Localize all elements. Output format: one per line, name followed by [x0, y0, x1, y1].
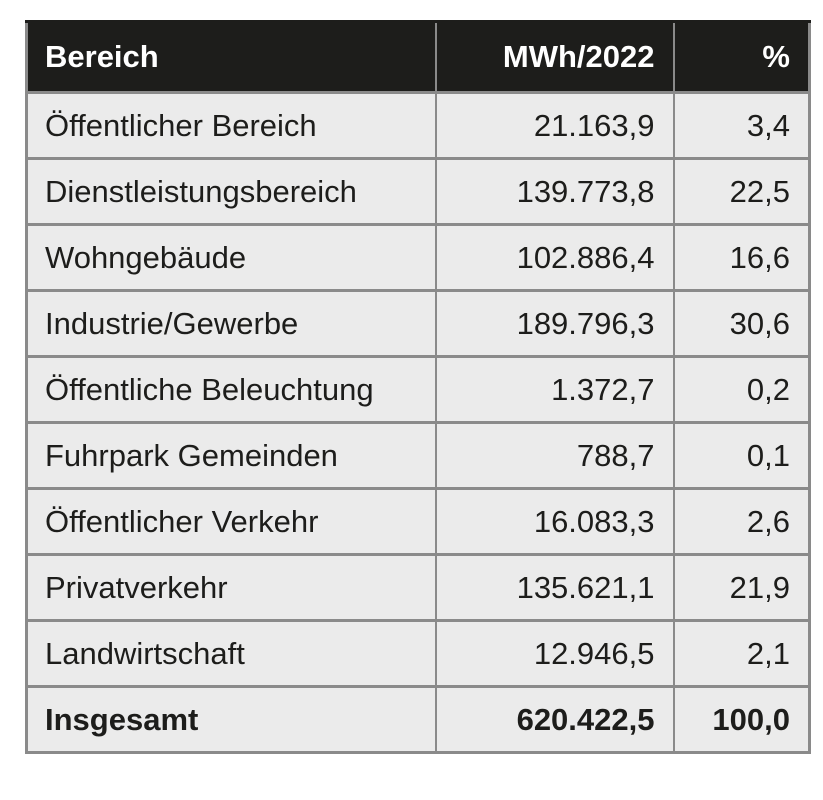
cell-mwh: 788,7	[434, 421, 675, 490]
cell-mwh: 16.083,3	[434, 487, 675, 556]
cell-percent: 16,6	[672, 223, 811, 292]
table-row: Öffentlicher Bereich 21.163,9 3,4	[25, 91, 811, 160]
table-row: Wohngebäude 102.886,4 16,6	[25, 223, 811, 292]
cell-percent: 30,6	[672, 289, 811, 358]
cell-percent: 0,1	[672, 421, 811, 490]
table-row: Dienstleistungsbereich 139.773,8 22,5	[25, 157, 811, 226]
header-cell-bereich: Bereich	[25, 20, 437, 94]
total-row: Insgesamt 620.422,5 100,0	[25, 685, 811, 754]
cell-bereich: Dienstleistungsbereich	[25, 157, 437, 226]
table-row: Öffentlicher Verkehr 16.083,3 2,6	[25, 487, 811, 556]
header-cell-percent: %	[672, 20, 811, 94]
cell-mwh: 135.621,1	[434, 553, 675, 622]
cell-bereich: Öffentlicher Bereich	[25, 91, 437, 160]
cell-mwh: 102.886,4	[434, 223, 675, 292]
cell-mwh: 189.796,3	[434, 289, 675, 358]
cell-bereich: Öffentliche Beleuchtung	[25, 355, 437, 424]
cell-mwh: 1.372,7	[434, 355, 675, 424]
cell-percent: 2,6	[672, 487, 811, 556]
cell-bereich: Industrie/Gewerbe	[25, 289, 437, 358]
cell-percent: 3,4	[672, 91, 811, 160]
cell-bereich: Fuhrpark Gemeinden	[25, 421, 437, 490]
table-row: Industrie/Gewerbe 189.796,3 30,6	[25, 289, 811, 358]
table-header: Bereich MWh/2022 %	[25, 20, 811, 94]
cell-percent: 0,2	[672, 355, 811, 424]
cell-percent: 100,0	[672, 685, 811, 754]
table-body: Öffentlicher Bereich 21.163,9 3,4 Dienstlei…	[25, 91, 811, 754]
table-row: Landwirtschaft 12.946,5 2,1	[25, 619, 811, 688]
cell-percent: 2,1	[672, 619, 811, 688]
cell-bereich: Landwirtschaft	[25, 619, 437, 688]
cell-mwh: 139.773,8	[434, 157, 675, 226]
cell-bereich: Wohngebäude	[25, 223, 437, 292]
cell-mwh: 620.422,5	[434, 685, 675, 754]
cell-bereich: Insgesamt	[25, 685, 437, 754]
cell-mwh: 12.946,5	[434, 619, 675, 688]
cell-bereich: Privatverkehr	[25, 553, 437, 622]
cell-percent: 22,5	[672, 157, 811, 226]
table-row: Privatverkehr 135.621,1 21,9	[25, 553, 811, 622]
cell-mwh: 21.163,9	[434, 91, 675, 160]
cell-percent: 21,9	[672, 553, 811, 622]
cell-bereich: Öffentlicher Verkehr	[25, 487, 437, 556]
table-row: Fuhrpark Gemeinden 788,7 0,1	[25, 421, 811, 490]
table-row: Öffentliche Beleuchtung 1.372,7 0,2	[25, 355, 811, 424]
header-row: Bereich MWh/2022 %	[25, 20, 811, 94]
energy-consumption-table: Bereich MWh/2022 % Öffentlicher Bereich 2…	[25, 20, 811, 754]
header-cell-mwh: MWh/2022	[434, 20, 675, 94]
